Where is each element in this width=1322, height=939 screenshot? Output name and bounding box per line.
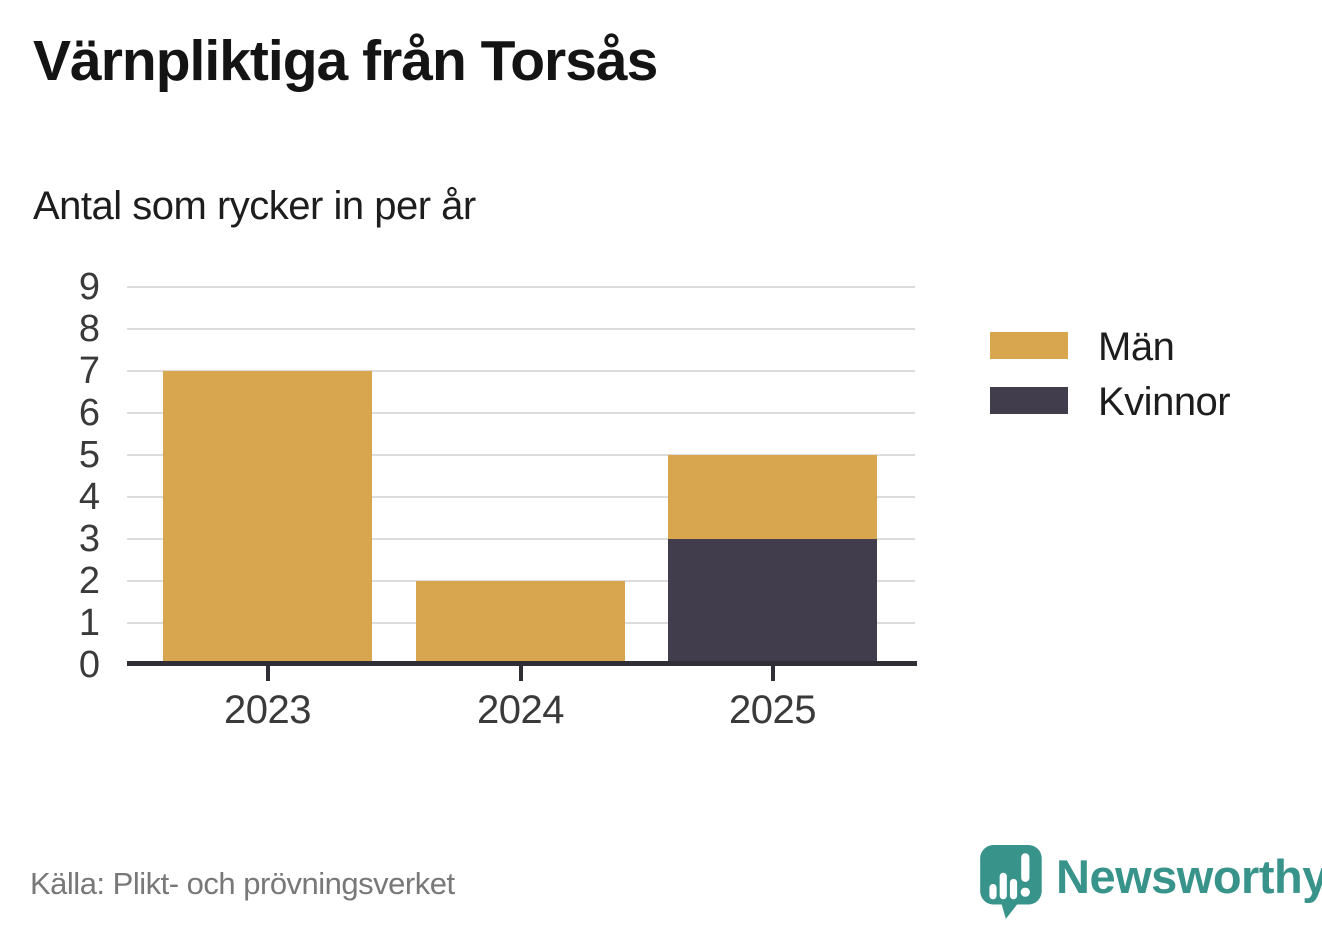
newsworthy-speech-bubble-bar-chart-icon xyxy=(980,845,1042,919)
gridline-y-3 xyxy=(127,538,915,540)
bar-segment-män-2023 xyxy=(163,371,372,665)
gridline-y-8 xyxy=(127,328,915,330)
legend-swatch-men xyxy=(990,332,1068,359)
y-axis-tick-label: 5 xyxy=(78,434,100,476)
y-axis-tick-label: 0 xyxy=(78,644,100,686)
y-axis-tick-label: 9 xyxy=(78,266,100,308)
x-axis-tick xyxy=(518,666,523,681)
bar-segment-män-2025 xyxy=(668,455,877,539)
y-axis-tick-label: 8 xyxy=(78,308,100,350)
x-axis-tick-label: 2023 xyxy=(224,688,311,732)
y-axis-tick-label: 7 xyxy=(78,350,100,392)
x-axis-tick xyxy=(265,666,270,681)
newsworthy-logo: Newsworthy xyxy=(980,845,1322,925)
legend-label-women: Kvinnor xyxy=(1098,380,1231,424)
x-axis-tick xyxy=(770,666,775,681)
newsworthy-wordmark: Newsworthy xyxy=(1056,850,1322,903)
source-attribution: Källa: Plikt- och prövningsverket xyxy=(30,866,455,901)
gridline-y-4 xyxy=(127,496,915,498)
chart-title: Värnpliktiga från Torsås xyxy=(33,29,658,93)
gridline-y-9 xyxy=(127,286,915,288)
x-axis-tick-label: 2025 xyxy=(729,688,816,732)
gridline-y-6 xyxy=(127,412,915,414)
legend-swatch-women xyxy=(990,387,1068,414)
bar-segment-kvinnor-2025 xyxy=(668,539,877,665)
gridline-y-7 xyxy=(127,370,915,372)
x-axis-tick-label: 2024 xyxy=(477,688,564,732)
legend-label-men: Män xyxy=(1098,325,1175,369)
y-axis-tick-label: 1 xyxy=(78,602,100,644)
y-axis-tick-label: 2 xyxy=(78,560,100,602)
gridline-y-5 xyxy=(127,454,915,456)
bar-segment-män-2024 xyxy=(416,581,625,665)
x-axis-line xyxy=(127,661,917,666)
y-axis-tick-label: 3 xyxy=(78,518,100,560)
y-axis-tick-label: 6 xyxy=(78,392,100,434)
chart-subtitle: Antal som rycker in per år xyxy=(33,184,476,228)
y-axis-tick-label: 4 xyxy=(78,476,100,518)
